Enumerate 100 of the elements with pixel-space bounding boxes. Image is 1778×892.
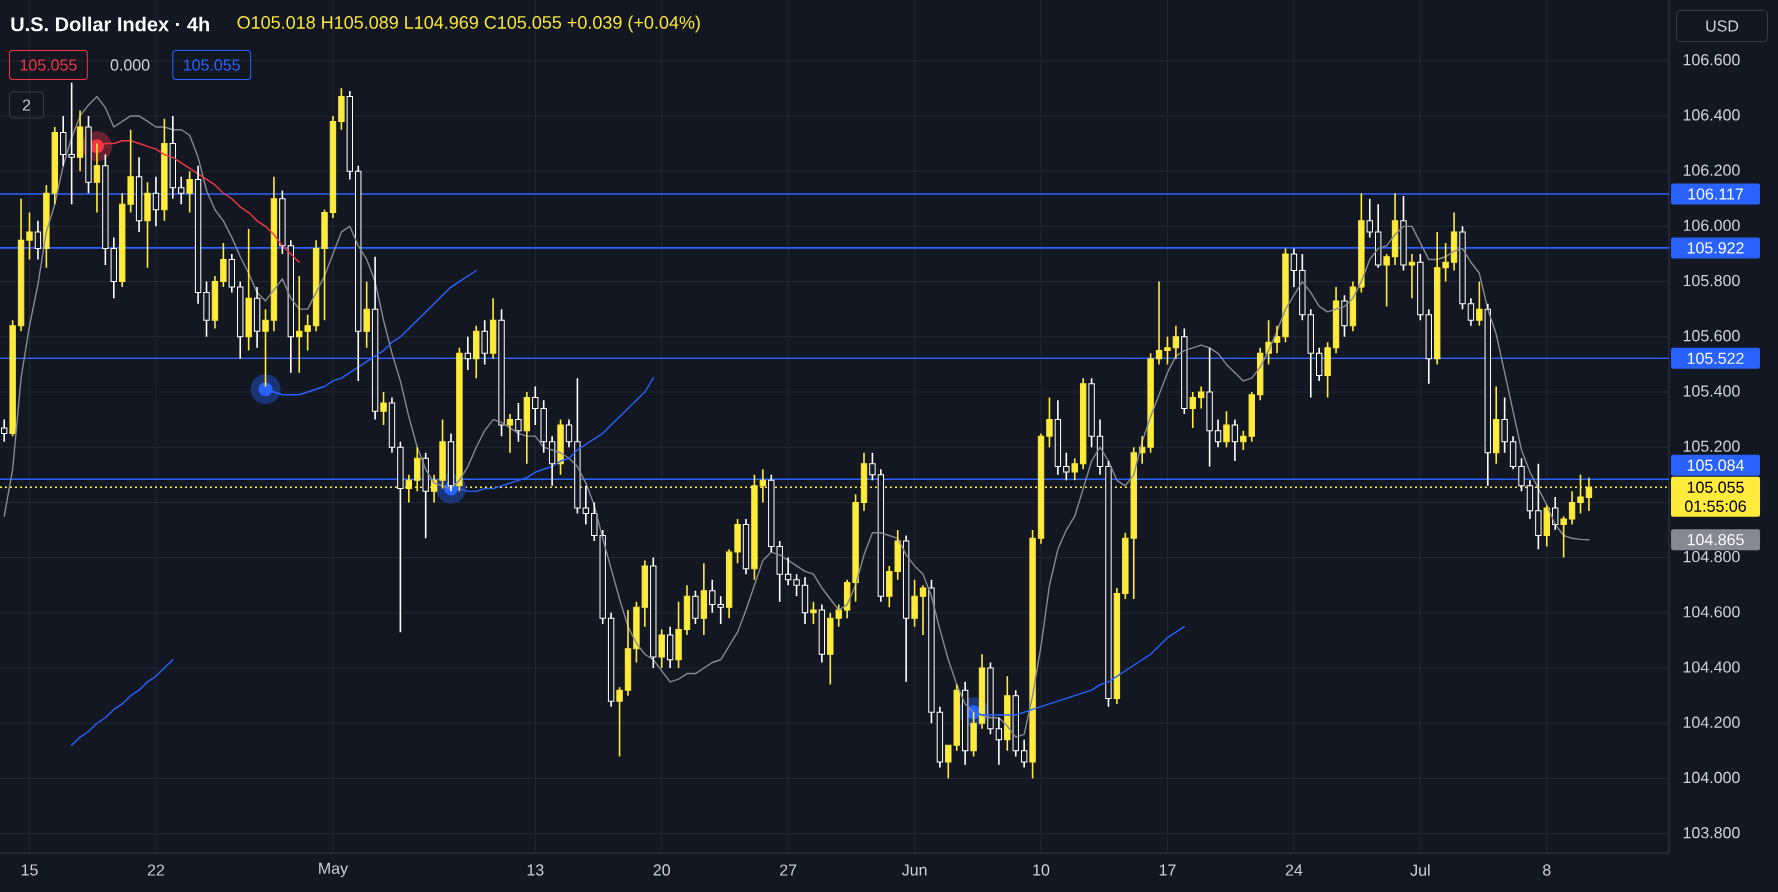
candlestick (852, 493, 859, 603)
candlestick (405, 474, 413, 504)
candlestick (818, 603, 826, 664)
candlestick (1223, 410, 1230, 448)
candlestick (203, 280, 210, 338)
ref-line-label: 106.117 (1688, 188, 1744, 200)
candlestick (464, 335, 472, 371)
x-tick-label: 22 (147, 864, 165, 876)
candlestick (1358, 192, 1365, 294)
candlestick (877, 468, 885, 603)
candlestick (76, 109, 84, 172)
candlestick (1079, 377, 1087, 471)
candlestick (245, 228, 252, 352)
x-tick-label: 8 (1543, 864, 1551, 876)
candlestick (355, 164, 362, 382)
candlestick (1484, 302, 1491, 487)
annotation: 2 (22, 99, 31, 111)
candlestick (801, 576, 809, 625)
candlestick (666, 625, 674, 669)
candlestick (1366, 197, 1373, 239)
text: O105.018 H105.089 L104.969 C105.055 +0.039 (+0.04%) (237, 15, 700, 33)
candlestick (1316, 347, 1323, 382)
candlestick (329, 115, 337, 219)
y-tick-label: 104.800 (1683, 550, 1740, 563)
candlestick (919, 584, 927, 636)
candlestick (658, 628, 665, 669)
annotation: 0.000 (110, 59, 150, 71)
candlestick (178, 175, 185, 206)
candlestick (902, 534, 910, 683)
candlestick (624, 609, 632, 697)
candlestick (93, 142, 101, 214)
x-tick-label: Jun (901, 864, 927, 876)
candlestick (1400, 195, 1407, 272)
y-tick-label: 105.800 (1683, 274, 1740, 287)
candlestick (725, 548, 733, 620)
candlestick (1164, 335, 1171, 366)
candlestick (1552, 496, 1559, 531)
candlestick (650, 556, 657, 669)
candlestick (742, 518, 750, 575)
ref-line-label: 105.922 (1687, 242, 1744, 254)
candlestick (481, 319, 488, 366)
candlestick (321, 208, 328, 322)
candlestick (1324, 341, 1331, 399)
candlestick (34, 220, 42, 261)
candlestick (1501, 396, 1508, 454)
candlestick (262, 308, 269, 388)
candlestick (961, 681, 969, 766)
candlestick (675, 600, 682, 669)
candlestick (1197, 385, 1205, 410)
candlestick (1012, 689, 1019, 758)
candlestick (1231, 418, 1239, 462)
candlestick (237, 280, 244, 360)
candlestick (135, 156, 143, 233)
candlestick (683, 584, 691, 636)
candlestick (1071, 457, 1078, 482)
y-tick-label: 105.600 (1683, 330, 1740, 342)
candlestick (1526, 479, 1534, 520)
candlestick (85, 115, 92, 195)
candlestick (1332, 286, 1340, 355)
candlestick (17, 197, 25, 333)
candlestick (253, 286, 261, 349)
candlestick (228, 253, 236, 294)
candlestick (144, 181, 151, 269)
candlestick (186, 170, 193, 214)
candlestick (152, 175, 160, 228)
candlestick (194, 164, 202, 305)
candlestick (700, 562, 708, 636)
y-tick-label: 104.600 (1683, 606, 1740, 618)
candlestick (607, 612, 615, 708)
ref-line-label: 105.084 (1687, 459, 1744, 471)
candlestick (422, 451, 429, 540)
y-tick-label: 106.400 (1683, 109, 1740, 121)
x-tick-label: 13 (527, 864, 544, 876)
candlestick (1509, 435, 1517, 471)
candlestick (346, 90, 354, 181)
candlestick (1189, 391, 1196, 429)
candlestick (68, 82, 75, 206)
candlestick (169, 115, 176, 200)
candlestick (1493, 385, 1500, 465)
y-tick-label: 106.000 (1683, 219, 1740, 232)
x-tick-label: 15 (21, 864, 38, 876)
x-tick-label: May (319, 862, 349, 878)
candlestick (1004, 675, 1011, 752)
candlestick (1535, 462, 1542, 551)
candlestick (473, 324, 480, 379)
y-tick-label: 104.000 (1683, 771, 1740, 784)
candlestick (363, 280, 370, 349)
candlestick (371, 255, 379, 421)
candlestick (1383, 253, 1390, 308)
candlestick (1476, 280, 1483, 327)
candlestick (1408, 253, 1416, 299)
candlestick (928, 578, 935, 725)
x-tick-label: 17 (1159, 864, 1176, 876)
candlestick (489, 297, 497, 360)
candlestick (1467, 297, 1475, 327)
candlestick (388, 396, 396, 454)
candlestick (60, 115, 67, 167)
x-tick-label: 27 (780, 864, 797, 876)
candlestick (161, 117, 168, 222)
text: 01:55:06 (1685, 500, 1746, 512)
